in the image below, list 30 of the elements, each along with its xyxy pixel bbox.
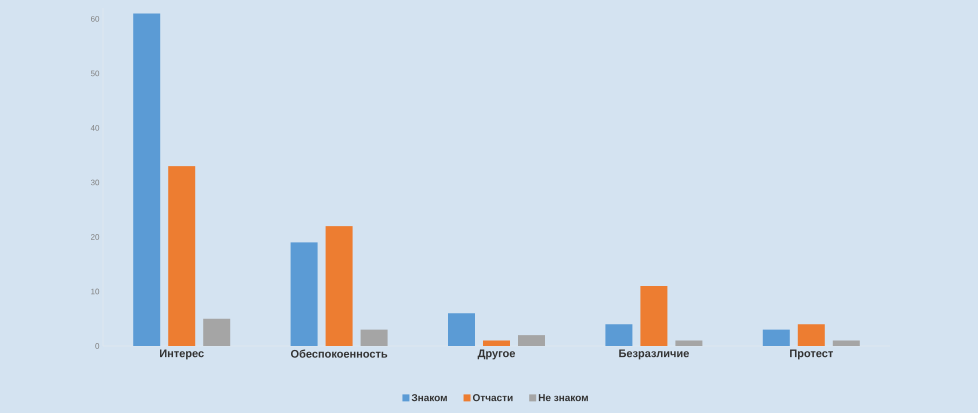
legend-label: Не знаком bbox=[538, 394, 588, 402]
y-tick-label: 30 bbox=[90, 180, 100, 186]
y-tick-label: 50 bbox=[90, 70, 100, 76]
legend-label: Отчасти bbox=[472, 394, 513, 402]
bar bbox=[448, 313, 475, 346]
x-tick-label: Интерес bbox=[160, 350, 204, 360]
bar bbox=[290, 242, 318, 346]
legend-label: Знаком bbox=[412, 394, 447, 402]
x-tick-label: Протест bbox=[790, 350, 833, 360]
x-tick-label: Безразличие bbox=[619, 350, 689, 360]
x-tick-label: Обеспокоенность bbox=[290, 350, 388, 358]
bar bbox=[605, 324, 632, 346]
y-tick-label: 20 bbox=[90, 234, 100, 240]
bar bbox=[483, 340, 510, 346]
y-tick-label: 10 bbox=[91, 288, 100, 294]
bar bbox=[798, 324, 825, 346]
y-tick-label: 60 bbox=[90, 16, 100, 22]
y-tick-label: 40 bbox=[90, 125, 100, 131]
y-tick-label: 0 bbox=[95, 343, 100, 349]
bar bbox=[518, 335, 546, 346]
bar bbox=[360, 330, 388, 346]
bar bbox=[203, 318, 230, 346]
bar bbox=[326, 226, 353, 346]
bar bbox=[168, 166, 196, 346]
bar bbox=[762, 330, 790, 346]
bar bbox=[675, 340, 702, 346]
x-tick-label: Другое bbox=[478, 350, 516, 360]
bar bbox=[640, 286, 668, 346]
bar bbox=[832, 340, 860, 346]
bar bbox=[133, 13, 160, 346]
